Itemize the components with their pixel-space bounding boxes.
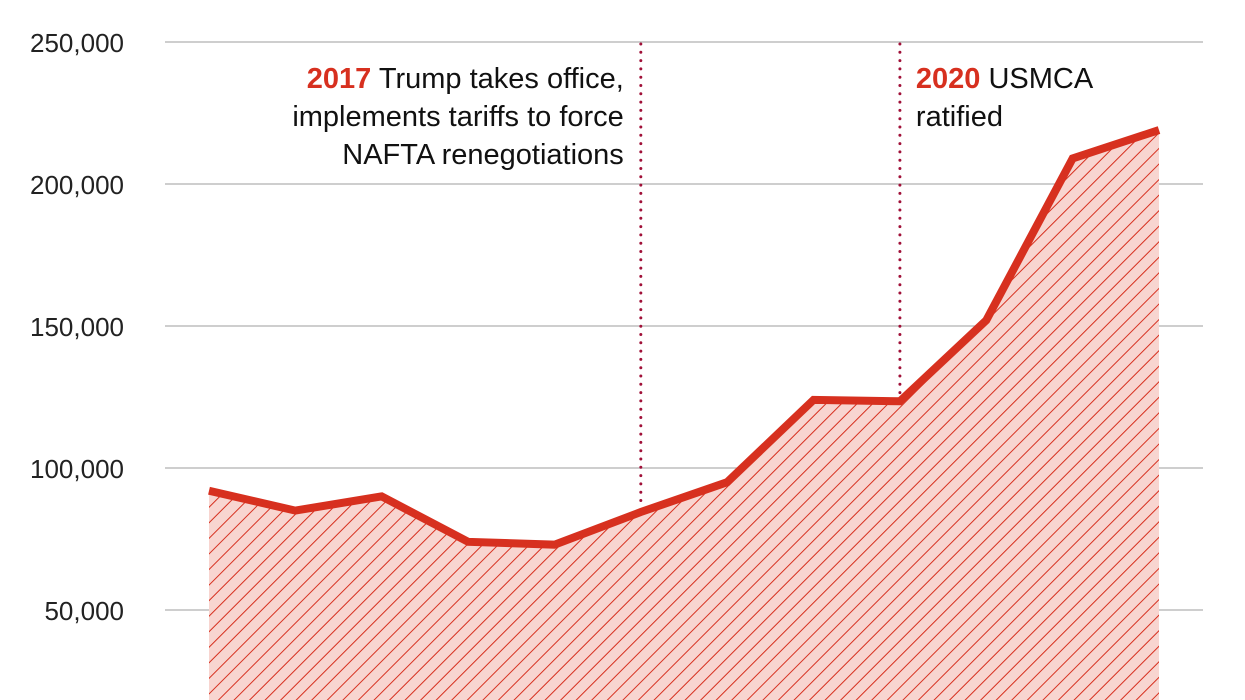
y-tick-label: 250,000 — [30, 28, 124, 58]
series-line — [208, 126, 1161, 549]
y-tick-label: 50,000 — [44, 596, 124, 626]
area-fill — [209, 130, 1159, 700]
y-tick-label: 200,000 — [30, 170, 124, 200]
annotation-text: 2017 Trump takes office, — [307, 63, 624, 95]
annotation-text: NAFTA renegotiations — [342, 139, 624, 171]
annotation-text: implements tariffs to force — [292, 101, 623, 133]
annotation-year: 2017 — [307, 63, 372, 95]
annotation-text: 2020 USMCA — [916, 63, 1094, 95]
y-tick-label: 100,000 — [30, 454, 124, 484]
annotation-text: ratified — [916, 101, 1003, 133]
annotation-year: 2020 — [916, 63, 981, 95]
y-tick-label: 150,000 — [30, 312, 124, 342]
